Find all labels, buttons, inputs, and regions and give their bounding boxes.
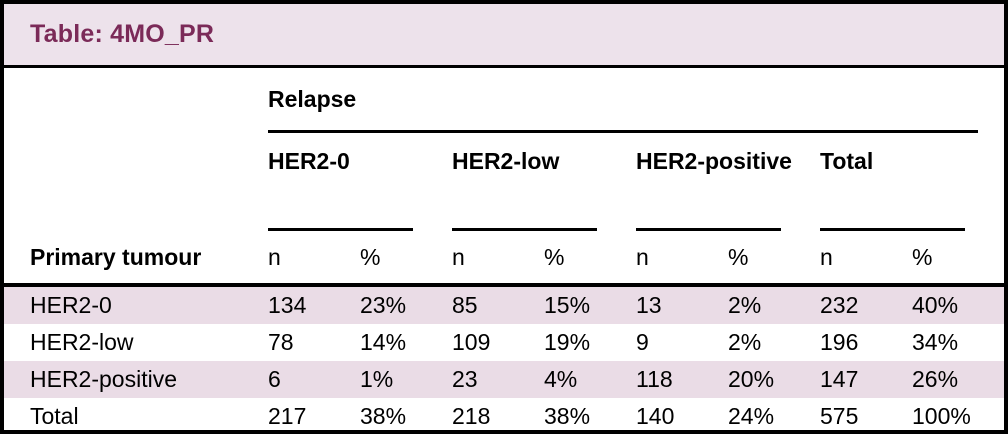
row-label: HER2-positive — [4, 361, 268, 398]
sub-header-pct: % — [912, 231, 1004, 287]
table-row-her2-positive: HER2-positive 6 1% 23 4% 118 20% 147 26% — [4, 361, 1004, 398]
group-header-total: Total — [820, 133, 1004, 228]
table-cell: 19% — [544, 329, 591, 355]
table-cell: 14% — [360, 329, 407, 355]
table-cell: 196 — [820, 329, 859, 355]
group-header-her2-positive: HER2-positive — [636, 133, 820, 228]
table-cell: 38% — [360, 403, 407, 429]
group-underline-cell — [268, 228, 452, 231]
table-cell: 147 — [820, 361, 912, 398]
table-row-her2-0: HER2-0 134 23% 85 15% 13 2% 232 40% — [4, 285, 1004, 324]
relapse-spanner-header: Relapse — [268, 85, 357, 112]
group-underline — [820, 228, 965, 231]
table-cell: 217 — [268, 403, 307, 429]
table-cell: 23% — [360, 285, 452, 324]
group-underline — [268, 228, 413, 231]
table-title: Table: 4MO_PR — [30, 20, 215, 48]
row-label: HER2-0 — [4, 285, 268, 324]
sub-header-n: n — [636, 231, 728, 287]
group-underline — [452, 228, 597, 231]
table-cell: 232 — [820, 285, 912, 324]
table-row-total: Total 217 38% 218 38% 140 24% 575 100% — [4, 398, 1004, 430]
table-cell: 6 — [268, 361, 360, 398]
table-cell: 109 — [452, 329, 491, 355]
table-cell: 9 — [636, 329, 649, 355]
table-cell: 26% — [912, 361, 1004, 398]
table-title-band: Table: 4MO_PR — [4, 4, 1004, 68]
spanner-row: Relapse — [4, 68, 1004, 130]
spacer-cell — [4, 133, 268, 228]
table-cell: 1% — [360, 361, 452, 398]
spanner-underline-cell — [268, 130, 1004, 133]
table-cell: 40% — [912, 285, 1004, 324]
spanner-underline-row — [4, 130, 1004, 133]
group-header-row: HER2-0 HER2-low HER2-positive Total — [4, 133, 1004, 228]
table-body: HER2-0 134 23% 85 15% 13 2% 232 40% HER2… — [4, 285, 1004, 430]
table-cell: 85 — [452, 285, 544, 324]
data-table: Relapse HER2-0 HER2-low HER2-positive — [4, 68, 1004, 430]
group-header-label: HER2-0 — [268, 148, 350, 174]
sub-header-row: Primary tumour n % n % n % n % — [4, 231, 1004, 287]
table-cell: 140 — [636, 403, 675, 429]
table-cell: 2% — [728, 285, 820, 324]
table-cell: 100% — [912, 403, 971, 429]
table-cell: 118 — [636, 361, 728, 398]
sub-header-pct: % — [728, 231, 820, 287]
table-row-her2-low: HER2-low 78 14% 109 19% 9 2% 196 34% — [4, 324, 1004, 361]
table-cell: 15% — [544, 285, 636, 324]
table-cell: 218 — [452, 403, 491, 429]
group-header-her2-low: HER2-low — [452, 133, 636, 228]
table-cell: 23 — [452, 361, 544, 398]
sub-header-n: n — [452, 231, 544, 287]
row-header-primary-tumour: Primary tumour — [4, 231, 268, 287]
sub-header-n: n — [820, 231, 912, 287]
relapse-underline — [268, 130, 978, 133]
row-label: HER2-low — [30, 329, 134, 355]
spacer-cell — [4, 68, 268, 130]
sub-header-n: n — [268, 231, 360, 287]
group-underline-cell — [820, 228, 1004, 231]
group-underline-cell — [636, 228, 820, 231]
table-cell: 24% — [728, 403, 775, 429]
table-cell: 38% — [544, 403, 591, 429]
group-underline-row — [4, 228, 1004, 231]
table-header: Relapse HER2-0 HER2-low HER2-positive — [4, 68, 1004, 287]
group-header-her2-0: HER2-0 — [268, 133, 452, 228]
table-cell: 20% — [728, 361, 820, 398]
group-underline — [636, 228, 781, 231]
table-cell: 34% — [912, 329, 959, 355]
table-cell: 575 — [820, 403, 859, 429]
group-header-label: Total — [820, 148, 874, 174]
sub-header-pct: % — [360, 231, 452, 287]
group-header-label: HER2-positive — [636, 148, 792, 174]
table-cell: 4% — [544, 361, 636, 398]
table-cell: 134 — [268, 285, 360, 324]
row-label: Total — [30, 403, 79, 429]
table-cell: 13 — [636, 285, 728, 324]
group-underline-cell — [452, 228, 636, 231]
sub-header-pct: % — [544, 231, 636, 287]
table-cell: 2% — [728, 329, 762, 355]
group-header-label: HER2-low — [452, 148, 560, 174]
table-cell: 78 — [268, 329, 294, 355]
